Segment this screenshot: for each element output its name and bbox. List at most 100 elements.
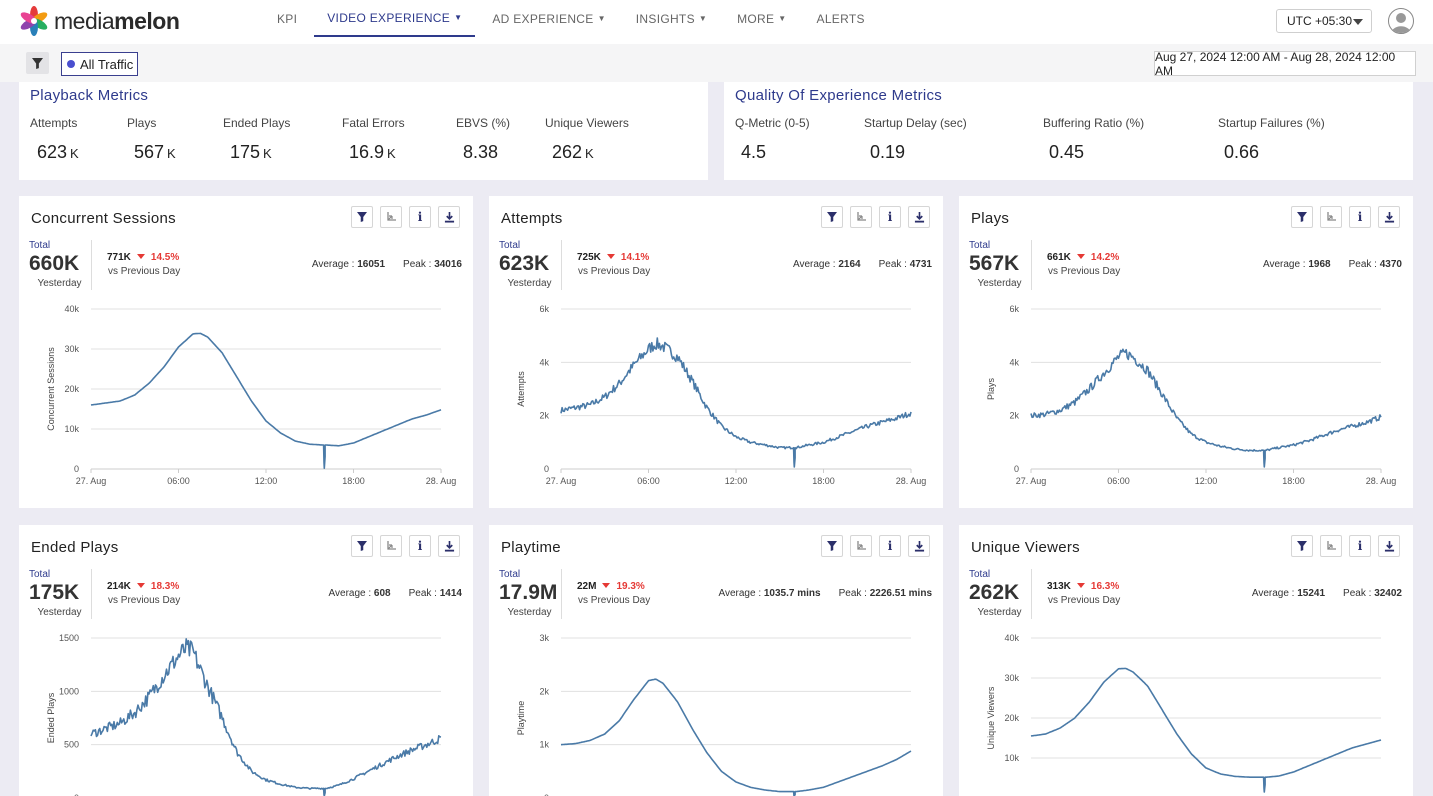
card-download-button[interactable] [1378, 535, 1400, 557]
nav-item-video-experience[interactable]: VIDEO EXPERIENCE ▼ [314, 0, 476, 37]
filter-icon [357, 541, 367, 551]
card-drilldown-button[interactable] [380, 535, 402, 557]
timezone-select[interactable]: UTC +05:30 [1276, 9, 1372, 33]
card-filter-button[interactable] [351, 206, 373, 228]
chart-card-playtime: Playtime i Total 17.9M Yesterday 22M 19.3… [489, 525, 943, 796]
change-percent: 19.3% [616, 581, 645, 592]
average-value: 15241 [1297, 588, 1326, 599]
card-drilldown-button[interactable] [850, 206, 872, 228]
card-toolbar: i [1284, 206, 1400, 228]
trend-down-icon [606, 254, 615, 259]
card-drilldown-button[interactable] [1320, 535, 1342, 557]
nav-item-more[interactable]: MORE ▼ [737, 11, 787, 26]
y-tick-label: 3k [539, 633, 549, 643]
info-icon: i [417, 539, 423, 553]
y-tick-label: 20k [64, 384, 79, 394]
nav-item-ad-experience[interactable]: AD EXPERIENCE ▼ [492, 11, 606, 26]
card-info-button[interactable]: i [1349, 206, 1371, 228]
line-chart-attempts[interactable]: 0 2k 4k 6k 27. Aug 06:00 12:00 18:00 28. Aug Atte… [489, 296, 943, 508]
previous-total: 313K [1047, 581, 1071, 592]
peak-label: Peak : [878, 259, 907, 270]
metric-value: 0.19 [870, 142, 906, 162]
peak-value: 4731 [909, 259, 932, 270]
metric-value: 0.45 [1049, 142, 1085, 162]
previous-day-comparison: 661K 14.2% [1047, 252, 1119, 263]
card-filter-button[interactable] [1291, 206, 1313, 228]
divider [1031, 240, 1032, 290]
metric-attempts: Attempts 623 K [30, 116, 79, 163]
nav-item-insights[interactable]: INSIGHTS ▼ [635, 11, 708, 26]
card-info-button[interactable]: i [1349, 535, 1371, 557]
metric-fatal-errors: Fatal Errors 16.9 K [342, 116, 405, 163]
download-icon [444, 211, 454, 223]
filter-button[interactable] [26, 52, 49, 74]
series-line [90, 332, 442, 469]
segment-label: All Traffic [80, 56, 134, 72]
card-download-button[interactable] [1378, 206, 1400, 228]
qoe-metrics-title: Quality Of Experience Metrics [735, 87, 943, 104]
x-tick-label: 06:00 [1107, 476, 1130, 486]
x-tick-label: 12:00 [255, 476, 278, 486]
series-line [90, 638, 442, 796]
download-icon [914, 211, 924, 223]
line-chart-concurrent-sessions[interactable]: 0 10k 20k 30k 40k 27. Aug 06:00 12:00 18:00 28. A… [19, 296, 473, 508]
card-filter-button[interactable] [821, 535, 843, 557]
segment-color-dot [67, 60, 75, 68]
y-axis-label: Plays [986, 378, 996, 401]
card-drilldown-button[interactable] [1320, 206, 1342, 228]
user-avatar[interactable] [1388, 8, 1414, 34]
drilldown-icon [857, 541, 866, 550]
trend-down-icon [1076, 254, 1085, 259]
card-title: Attempts [501, 210, 563, 227]
nav-item-kpi[interactable]: KPI [277, 11, 298, 26]
average-peak: Average : 608 Peak : 1414 [329, 588, 462, 599]
peak-label: Peak : [408, 588, 437, 599]
total-label: Total [969, 240, 991, 251]
y-tick-label: 10k [64, 424, 79, 434]
average-label: Average : [328, 588, 372, 599]
brand-logo[interactable]: mediamelon [18, 5, 180, 37]
card-info-button[interactable]: i [409, 535, 431, 557]
metric-plays: Plays 567 K [127, 116, 176, 163]
card-download-button[interactable] [438, 206, 460, 228]
card-download-button[interactable] [908, 206, 930, 228]
card-drilldown-button[interactable] [850, 535, 872, 557]
card-info-button[interactable]: i [879, 535, 901, 557]
filter-bar: All Traffic Aug 27, 2024 12:00 AM - Aug … [0, 44, 1433, 82]
card-info-button[interactable]: i [879, 206, 901, 228]
playback-metrics-panel: Playback Metrics Attempts 623 K Plays 567… [19, 82, 708, 180]
drilldown-icon [1327, 541, 1336, 550]
yesterday-label: Yesterday [977, 278, 1022, 289]
chevron-down-icon: ▼ [778, 14, 787, 23]
yesterday-label: Yesterday [977, 607, 1022, 618]
trend-down-icon [136, 583, 145, 588]
total-label: Total [499, 569, 521, 580]
x-tick-label: 28. Aug [1366, 476, 1397, 486]
y-axis-label: Unique Viewers [986, 686, 996, 749]
card-drilldown-button[interactable] [380, 206, 402, 228]
metric-value: 0.66 [1224, 142, 1260, 162]
card-title: Unique Viewers [971, 539, 1080, 556]
date-range-picker[interactable]: Aug 27, 2024 12:00 AM - Aug 28, 2024 12:… [1154, 50, 1416, 78]
card-filter-button[interactable] [1291, 535, 1313, 557]
nav-item-alerts[interactable]: ALERTS [816, 11, 865, 26]
metric-q-metric: Q-Metric (0-5) 4.5 [735, 116, 810, 163]
previous-total: 725K [577, 252, 601, 263]
change-percent: 14.5% [150, 252, 180, 263]
filter-icon [32, 57, 43, 69]
segment-chip-all-traffic[interactable]: All Traffic [61, 52, 138, 76]
total-value: 660K [29, 252, 80, 275]
card-download-button[interactable] [438, 535, 460, 557]
card-info-button[interactable]: i [409, 206, 431, 228]
card-download-button[interactable] [908, 535, 930, 557]
card-toolbar: i [814, 535, 930, 557]
peak-label: Peak : [1343, 588, 1372, 599]
series-line [1030, 348, 1382, 468]
line-chart-plays[interactable]: 0 2k 4k 6k 27. Aug 06:00 12:00 18:00 28. Aug Play… [959, 296, 1413, 508]
card-filter-button[interactable] [821, 206, 843, 228]
drilldown-icon [387, 541, 396, 550]
card-filter-button[interactable] [351, 535, 373, 557]
